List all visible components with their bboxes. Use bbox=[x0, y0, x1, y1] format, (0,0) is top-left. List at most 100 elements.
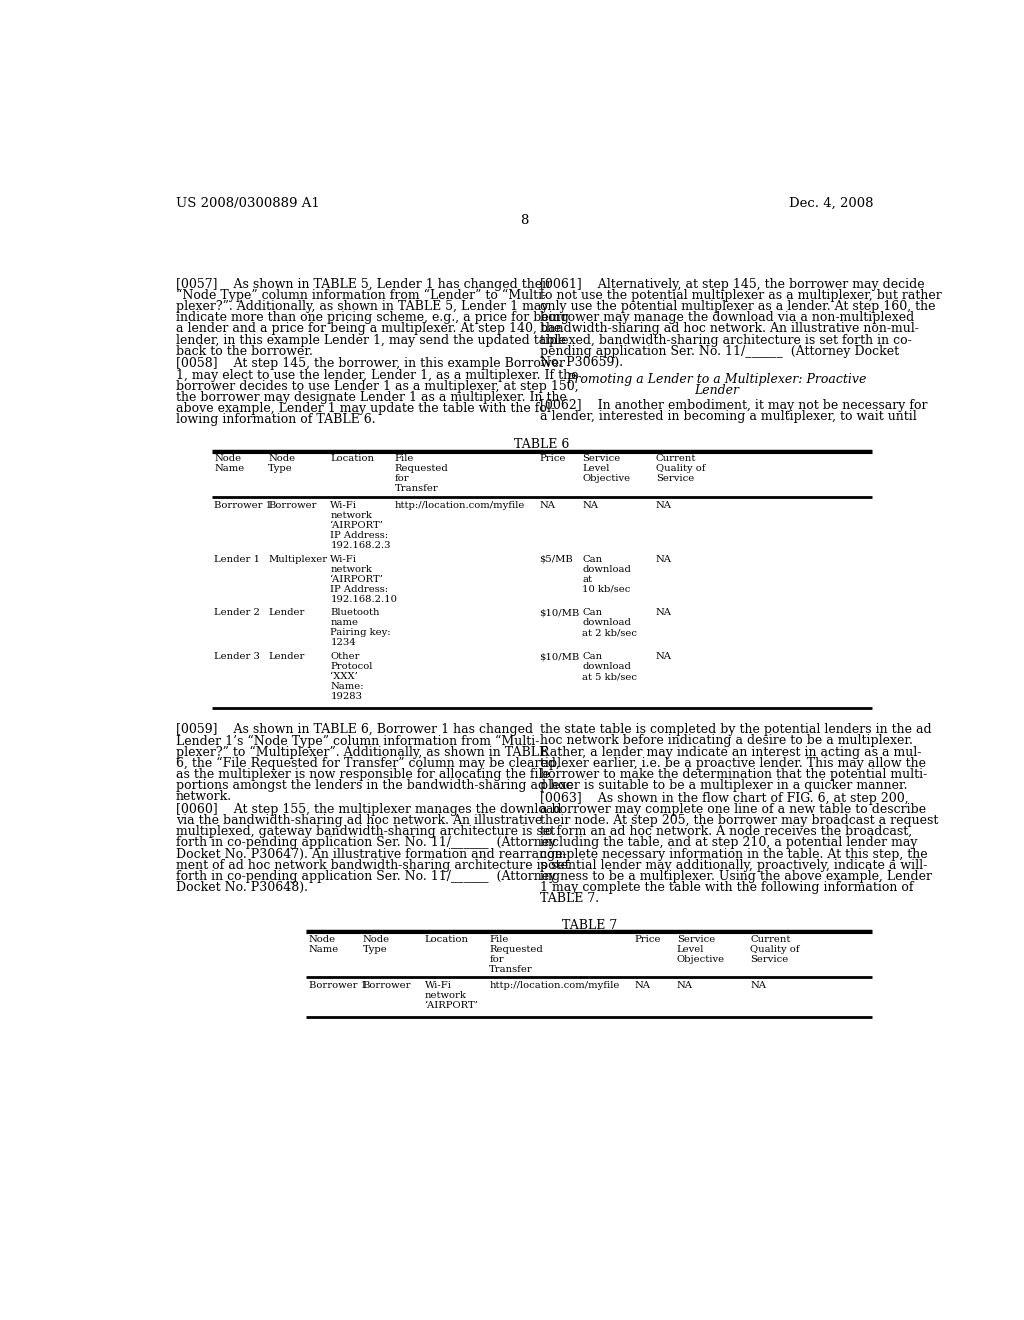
Text: NA: NA bbox=[655, 652, 672, 661]
Text: Service: Service bbox=[583, 454, 621, 463]
Text: network: network bbox=[331, 565, 372, 574]
Text: 192.168.2.10: 192.168.2.10 bbox=[331, 594, 397, 603]
Text: [0061]    Alternatively, at step 145, the borrower may decide: [0061] Alternatively, at step 145, the b… bbox=[541, 277, 925, 290]
Text: borrower decides to use Lender 1 as a multiplexer, at step 150,: borrower decides to use Lender 1 as a mu… bbox=[176, 380, 579, 393]
Text: Current: Current bbox=[655, 454, 696, 463]
Text: Service: Service bbox=[677, 935, 715, 944]
Text: Docket No. P30647). An illustrative formation and rearrange-: Docket No. P30647). An illustrative form… bbox=[176, 847, 567, 861]
Text: above example, Lender 1 may update the table with the fol-: above example, Lender 1 may update the t… bbox=[176, 403, 555, 414]
Text: [0060]    At step 155, the multiplexer manages the download: [0060] At step 155, the multiplexer mana… bbox=[176, 803, 561, 816]
Text: Multiplexer: Multiplexer bbox=[268, 554, 328, 564]
Text: Type: Type bbox=[362, 945, 387, 954]
Text: forth in co-pending application Ser. No. 11/______  (Attorney: forth in co-pending application Ser. No.… bbox=[176, 870, 556, 883]
Text: ‘AIRPORT’: ‘AIRPORT’ bbox=[331, 574, 383, 583]
Text: Can: Can bbox=[583, 554, 602, 564]
Text: NA: NA bbox=[751, 981, 766, 990]
Text: Requested: Requested bbox=[489, 945, 543, 954]
Text: [0063]    As shown in the flow chart of FIG. 6, at step 200,: [0063] As shown in the flow chart of FIG… bbox=[541, 792, 909, 805]
Text: $10/MB: $10/MB bbox=[540, 609, 580, 618]
Text: portions amongst the lenders in the bandwidth-sharing ad hoc: portions amongst the lenders in the band… bbox=[176, 779, 572, 792]
Text: Borrower: Borrower bbox=[362, 981, 412, 990]
Text: name: name bbox=[331, 619, 358, 627]
Text: borrower may manage the download via a non-multiplexed: borrower may manage the download via a n… bbox=[541, 312, 914, 325]
Text: NA: NA bbox=[583, 500, 598, 510]
Text: lowing information of TABLE 6.: lowing information of TABLE 6. bbox=[176, 413, 376, 426]
Text: the borrower may designate Lender 1 as a multiplexer. In the: the borrower may designate Lender 1 as a… bbox=[176, 391, 567, 404]
Text: the state table is completed by the potential lenders in the ad: the state table is completed by the pote… bbox=[541, 723, 932, 737]
Text: ingness to be a multiplexer. Using the above example, Lender: ingness to be a multiplexer. Using the a… bbox=[541, 870, 932, 883]
Text: Objective: Objective bbox=[583, 474, 631, 483]
Text: ‘XXX’: ‘XXX’ bbox=[331, 672, 358, 681]
Text: Transfer: Transfer bbox=[489, 965, 532, 974]
Text: TABLE 6: TABLE 6 bbox=[514, 438, 569, 451]
Text: Borrower: Borrower bbox=[268, 500, 316, 510]
Text: Lender: Lender bbox=[694, 384, 739, 397]
Text: NA: NA bbox=[677, 981, 692, 990]
Text: Level: Level bbox=[677, 945, 705, 954]
Text: 10 kb/sec: 10 kb/sec bbox=[583, 585, 631, 594]
Text: Borrower 1: Borrower 1 bbox=[308, 981, 367, 990]
Text: File: File bbox=[489, 935, 509, 944]
Text: as the multiplexer is now responsible for allocating the file: as the multiplexer is now responsible fo… bbox=[176, 768, 550, 781]
Text: plexer is suitable to be a multiplexer in a quicker manner.: plexer is suitable to be a multiplexer i… bbox=[541, 779, 908, 792]
Text: Other: Other bbox=[331, 652, 359, 661]
Text: “Node Type” column information from “Lender” to “Multi-: “Node Type” column information from “Len… bbox=[176, 289, 546, 302]
Text: US 2008/0300889 A1: US 2008/0300889 A1 bbox=[176, 197, 319, 210]
Text: Service: Service bbox=[655, 474, 694, 483]
Text: ment of ad hoc network bandwidth-sharing architecture is set: ment of ad hoc network bandwidth-sharing… bbox=[176, 859, 569, 871]
Text: [0062]    In another embodiment, it may not be necessary for: [0062] In another embodiment, it may not… bbox=[541, 399, 928, 412]
Text: back to the borrower.: back to the borrower. bbox=[176, 345, 313, 358]
Text: Borrower 1: Borrower 1 bbox=[214, 500, 272, 510]
Text: IP Address:: IP Address: bbox=[331, 531, 388, 540]
Text: for: for bbox=[394, 474, 410, 483]
Text: to not use the potential multiplexer as a multiplexer, but rather: to not use the potential multiplexer as … bbox=[541, 289, 942, 302]
Text: Rather, a lender may indicate an interest in acting as a mul-: Rather, a lender may indicate an interes… bbox=[541, 746, 922, 759]
Text: $10/MB: $10/MB bbox=[540, 652, 580, 661]
Text: network: network bbox=[331, 511, 372, 520]
Text: $5/MB: $5/MB bbox=[540, 554, 573, 564]
Text: Bluetooth: Bluetooth bbox=[331, 609, 380, 618]
Text: Location: Location bbox=[331, 454, 375, 463]
Text: 192.168.2.3: 192.168.2.3 bbox=[331, 541, 391, 549]
Text: Current: Current bbox=[751, 935, 791, 944]
Text: 19283: 19283 bbox=[331, 693, 362, 701]
Text: TABLE 7.: TABLE 7. bbox=[541, 892, 599, 906]
Text: bandwidth-sharing ad hoc network. An illustrative non-mul-: bandwidth-sharing ad hoc network. An ill… bbox=[541, 322, 920, 335]
Text: Level: Level bbox=[583, 465, 609, 474]
Text: Price: Price bbox=[540, 454, 566, 463]
Text: Node: Node bbox=[308, 935, 336, 944]
Text: Lender 3: Lender 3 bbox=[214, 652, 260, 661]
Text: complete necessary information in the table. At this step, the: complete necessary information in the ta… bbox=[541, 847, 928, 861]
Text: Dec. 4, 2008: Dec. 4, 2008 bbox=[790, 197, 873, 210]
Text: 1, may elect to use the lender, Lender 1, as a multiplexer. If the: 1, may elect to use the lender, Lender 1… bbox=[176, 368, 579, 381]
Text: lender, in this example Lender 1, may send the updated table: lender, in this example Lender 1, may se… bbox=[176, 334, 566, 347]
Text: [0058]    At step 145, the borrower, in this example Borrower: [0058] At step 145, the borrower, in thi… bbox=[176, 358, 565, 371]
Text: NA: NA bbox=[655, 554, 672, 564]
Text: borrower to make the determination that the potential multi-: borrower to make the determination that … bbox=[541, 768, 928, 781]
Text: Node: Node bbox=[268, 454, 295, 463]
Text: their node. At step 205, the borrower may broadcast a request: their node. At step 205, the borrower ma… bbox=[541, 814, 939, 828]
Text: NA: NA bbox=[540, 500, 556, 510]
Text: [0057]    As shown in TABLE 5, Lender 1 has changed their: [0057] As shown in TABLE 5, Lender 1 has… bbox=[176, 277, 552, 290]
Text: a lender, interested in becoming a multiplexer, to wait until: a lender, interested in becoming a multi… bbox=[541, 409, 918, 422]
Text: tiplexed, bandwidth-sharing architecture is set forth in co-: tiplexed, bandwidth-sharing architecture… bbox=[541, 334, 912, 347]
Text: Can: Can bbox=[583, 652, 602, 661]
Text: download: download bbox=[583, 619, 631, 627]
Text: Objective: Objective bbox=[677, 954, 725, 964]
Text: http://location.com/myfile: http://location.com/myfile bbox=[394, 500, 525, 510]
Text: Node: Node bbox=[362, 935, 390, 944]
Text: Quality of: Quality of bbox=[655, 465, 706, 474]
Text: TABLE 7: TABLE 7 bbox=[561, 919, 616, 932]
Text: 1 may complete the table with the following information of: 1 may complete the table with the follow… bbox=[541, 880, 913, 894]
Text: NA: NA bbox=[634, 981, 650, 990]
Text: ‘AIRPORT’: ‘AIRPORT’ bbox=[331, 520, 383, 529]
Text: only use the potential multiplexer as a lender. At step 160, the: only use the potential multiplexer as a … bbox=[541, 300, 936, 313]
Text: Location: Location bbox=[425, 935, 469, 944]
Text: tiplexer earlier, i.e. be a proactive lender. This may allow the: tiplexer earlier, i.e. be a proactive le… bbox=[541, 756, 927, 770]
Text: 1234: 1234 bbox=[331, 639, 356, 648]
Text: Wi-Fi: Wi-Fi bbox=[331, 554, 357, 564]
Text: Promoting a Lender to a Multiplexer: Proactive: Promoting a Lender to a Multiplexer: Pro… bbox=[566, 374, 866, 387]
Text: indicate more than one pricing scheme, e.g., a price for being: indicate more than one pricing scheme, e… bbox=[176, 312, 569, 325]
Text: pending application Ser. No. 11/______  (Attorney Docket: pending application Ser. No. 11/______ (… bbox=[541, 345, 899, 358]
Text: Lender 1’s “Node Type” column information from “Multi-: Lender 1’s “Node Type” column informatio… bbox=[176, 734, 540, 747]
